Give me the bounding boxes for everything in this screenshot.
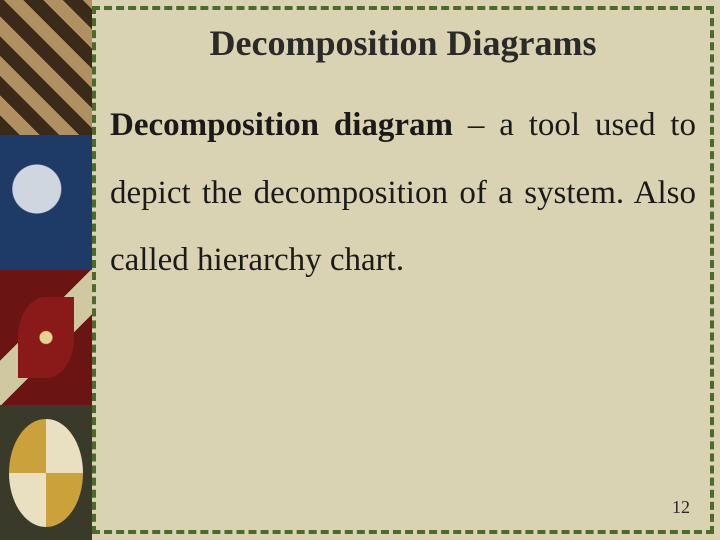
sidebar-tile-medal: [0, 270, 92, 405]
sidebar-tile-chessboard: [0, 0, 92, 135]
sidebar-tile-orb: [0, 135, 92, 270]
decorative-sidebar: [0, 0, 92, 540]
slide-title: Decomposition Diagrams: [110, 22, 696, 64]
content-area: Decomposition Diagrams Decomposition dia…: [110, 18, 696, 516]
slide: Decomposition Diagrams Decomposition dia…: [0, 0, 720, 540]
definition-term: Decomposition diagram: [110, 107, 453, 143]
page-number: 12: [672, 497, 690, 518]
slide-body: Decomposition diagram – a tool used to d…: [110, 92, 696, 295]
sidebar-tile-compass: [0, 405, 92, 540]
